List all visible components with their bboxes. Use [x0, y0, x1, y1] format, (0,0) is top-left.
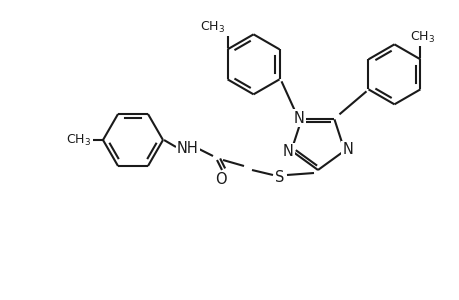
Text: CH$_3$: CH$_3$ [66, 133, 91, 148]
Text: O: O [215, 172, 226, 188]
Text: N: N [341, 142, 353, 157]
Text: CH$_3$: CH$_3$ [200, 20, 224, 35]
Text: S: S [275, 170, 284, 185]
Text: N: N [293, 111, 304, 126]
Text: N: N [282, 144, 293, 159]
Text: NH: NH [177, 140, 198, 155]
Text: CH$_3$: CH$_3$ [409, 30, 434, 45]
